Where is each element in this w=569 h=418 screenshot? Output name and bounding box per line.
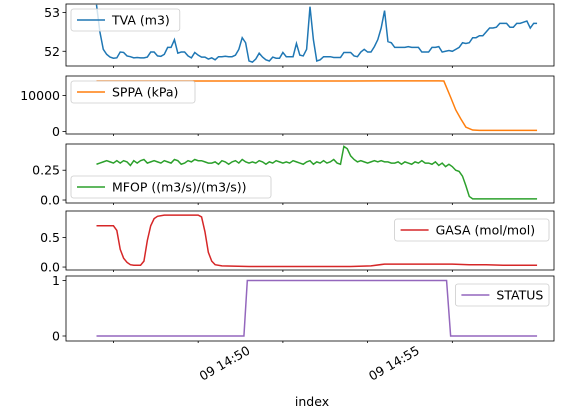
panel-frame xyxy=(65,210,555,271)
panel-frame xyxy=(65,3,555,67)
series-line-4 xyxy=(96,214,538,268)
x-axis: 09 14:50 09 14:55 xyxy=(197,343,422,384)
legend-label: MFOP ((m3/s)/(m3/s)) xyxy=(112,180,247,195)
legend-label: TVA (m3) xyxy=(111,13,170,28)
y-tick-label: 0 xyxy=(52,329,60,344)
legend: SPPA (kPa) xyxy=(70,80,196,104)
series-line-1 xyxy=(95,4,538,63)
legend: TVA (m3) xyxy=(70,8,181,32)
y-tick-label: 52 xyxy=(44,44,60,59)
y-tick-label: 10000 xyxy=(20,88,60,103)
panel-3: 0.0 0.25 MFOP ((m3/s)/(m3/s)) xyxy=(32,143,555,208)
series-line-5 xyxy=(96,279,538,337)
x-tick-label: 09 14:55 xyxy=(366,343,422,384)
panels-group: 52 53 TVA (m3) 0 10000 SPPA (kPa) 0.0 0.25 MFOP … xyxy=(20,3,555,344)
legend-label: GASA (mol/mol) xyxy=(436,223,535,238)
panel-frame xyxy=(65,75,555,135)
panel-frame xyxy=(65,143,555,204)
panel-4: 0.0 0.5 GASA (mol/mol) xyxy=(40,210,555,275)
legend: STATUS xyxy=(454,283,550,307)
x-tick-label: 09 14:50 xyxy=(197,343,253,384)
y-tick-label: 0.25 xyxy=(32,163,60,178)
series-line-3 xyxy=(96,145,538,200)
panel-2: 0 10000 SPPA (kPa) xyxy=(20,75,555,139)
legend-box xyxy=(394,218,550,242)
legend-box xyxy=(454,283,550,307)
panel-1: 52 53 TVA (m3) xyxy=(44,3,555,68)
y-tick-label: 0.0 xyxy=(40,193,60,208)
y-tick-label: 1 xyxy=(52,273,60,288)
legend-box xyxy=(70,8,181,32)
panel-frame xyxy=(65,275,555,342)
y-tick-label: 53 xyxy=(44,5,60,20)
y-tick-label: 0.5 xyxy=(40,230,60,245)
legend-box xyxy=(70,175,272,199)
panel-5: 0 1 STATUS xyxy=(52,273,555,344)
legend: GASA (mol/mol) xyxy=(394,218,550,242)
legend-label: STATUS xyxy=(496,288,543,303)
y-tick-label: 0 xyxy=(52,124,60,139)
series-line-2 xyxy=(96,80,538,132)
legend-label: SPPA (kPa) xyxy=(112,85,178,100)
legend-box xyxy=(70,80,196,104)
x-axis-label: index xyxy=(295,394,329,409)
y-tick-label: 0.0 xyxy=(40,260,60,275)
legend: MFOP ((m3/s)/(m3/s)) xyxy=(70,175,272,199)
